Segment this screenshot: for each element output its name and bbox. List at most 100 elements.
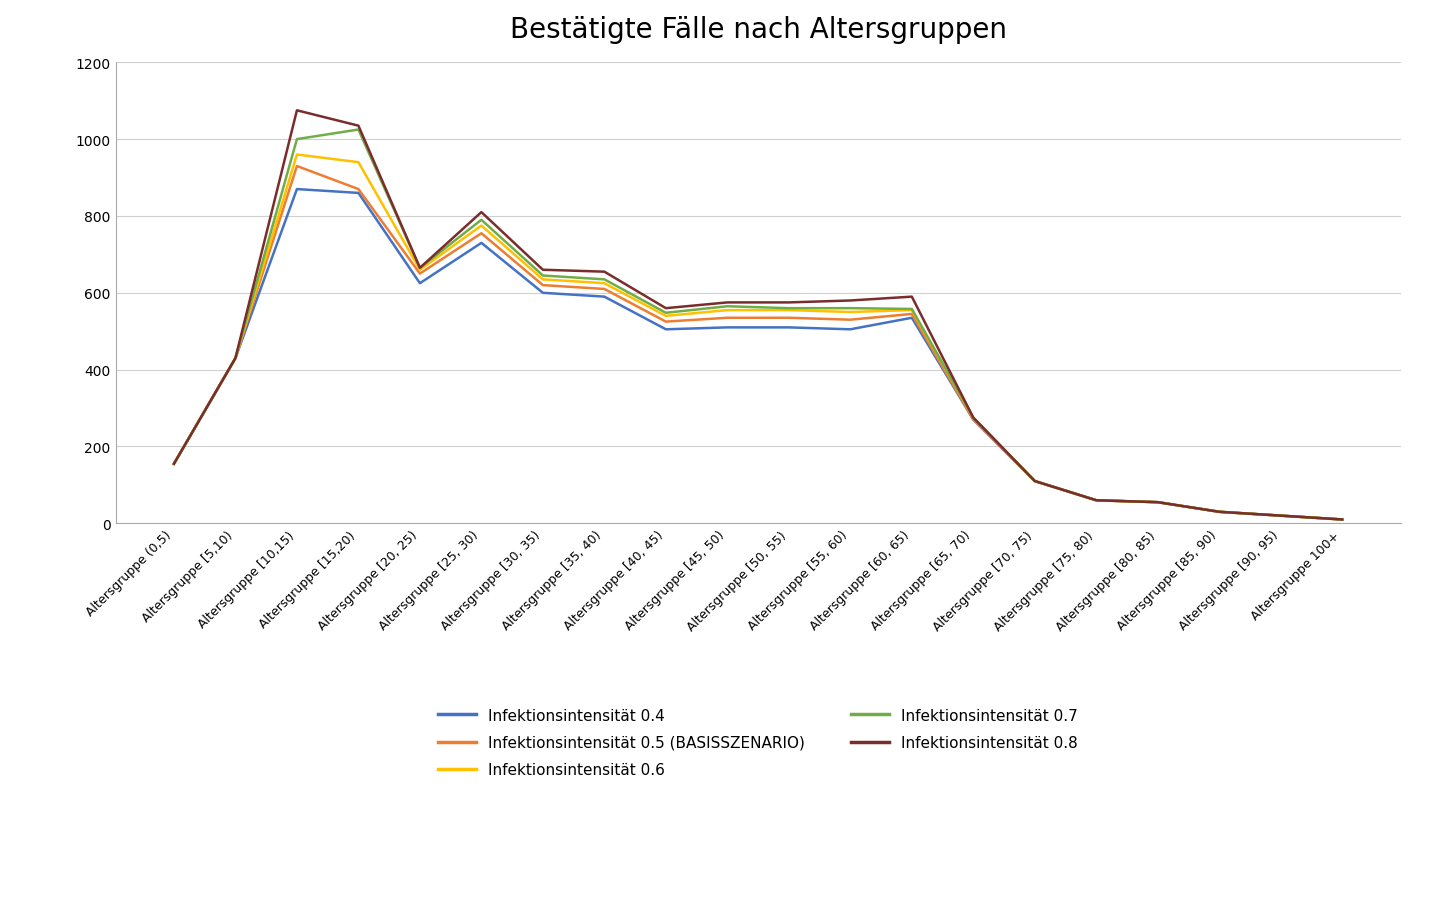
Infektionsintensität 0.8 [902,292,920,303]
Infektionsintensität 0.7 [1210,507,1227,517]
Infektionsintensität 0.6 [165,459,182,470]
Infektionsintensität 0.5 (BASISSZENARIO) [412,269,429,280]
Infektionsintensität 0.8 [1210,507,1227,517]
Infektionsintensität 0.6 [534,275,552,285]
Infektionsintensität 0.4 [965,414,982,425]
Infektionsintensität 0.4 [1027,476,1044,487]
Infektionsintensität 0.8 [349,121,367,132]
Infektionsintensität 0.8 [472,208,490,219]
Infektionsintensität 0.8 [289,106,306,116]
Infektionsintensität 0.4 [534,288,552,299]
Infektionsintensität 0.8 [165,459,182,470]
Infektionsintensität 0.6 [657,311,674,322]
Infektionsintensität 0.5 (BASISSZENARIO) [1210,507,1227,517]
Infektionsintensität 0.7 [596,275,614,285]
Infektionsintensität 0.6 [1334,515,1352,526]
Infektionsintensität 0.8 [965,413,982,424]
Infektionsintensität 0.5 (BASISSZENARIO) [227,353,244,364]
Infektionsintensität 0.8 [1027,476,1044,487]
Infektionsintensität 0.4 [780,322,797,333]
Infektionsintensität 0.7 [534,271,552,282]
Infektionsintensität 0.5 (BASISSZENARIO) [842,315,859,326]
Infektionsintensität 0.6 [965,413,982,424]
Infektionsintensität 0.8 [534,265,552,275]
Infektionsintensität 0.4 [596,292,614,303]
Infektionsintensität 0.4 [902,313,920,324]
Infektionsintensität 0.4 [1210,507,1227,517]
Infektionsintensität 0.4 [1087,495,1105,506]
Infektionsintensität 0.5 (BASISSZENARIO) [289,162,306,172]
Line: Infektionsintensität 0.4: Infektionsintensität 0.4 [173,190,1343,520]
Infektionsintensität 0.8 [780,298,797,309]
Infektionsintensität 0.6 [289,150,306,161]
Infektionsintensität 0.8 [1087,495,1105,506]
Infektionsintensität 0.4 [227,353,244,364]
Infektionsintensität 0.7 [1087,495,1105,506]
Infektionsintensität 0.5 (BASISSZENARIO) [657,317,674,328]
Infektionsintensität 0.4 [412,278,429,289]
Infektionsintensität 0.7 [227,353,244,364]
Infektionsintensität 0.6 [349,157,367,168]
Infektionsintensität 0.7 [349,125,367,135]
Infektionsintensität 0.6 [596,278,614,289]
Infektionsintensität 0.5 (BASISSZENARIO) [719,313,736,324]
Infektionsintensität 0.4 [842,324,859,335]
Infektionsintensität 0.7 [965,413,982,424]
Infektionsintensität 0.7 [842,303,859,314]
Infektionsintensität 0.6 [1149,498,1167,508]
Infektionsintensität 0.8 [596,267,614,278]
Infektionsintensität 0.5 (BASISSZENARIO) [1149,498,1167,508]
Infektionsintensität 0.4 [1149,498,1167,508]
Infektionsintensität 0.8 [657,303,674,314]
Infektionsintensität 0.6 [1027,476,1044,487]
Infektionsintensität 0.5 (BASISSZENARIO) [1334,515,1352,526]
Infektionsintensität 0.8 [412,263,429,274]
Infektionsintensität 0.4 [289,184,306,195]
Title: Bestätigte Fälle nach Altersgruppen: Bestätigte Fälle nach Altersgruppen [510,16,1006,44]
Infektionsintensität 0.8 [842,295,859,306]
Infektionsintensität 0.5 (BASISSZENARIO) [165,459,182,470]
Infektionsintensität 0.7 [165,459,182,470]
Infektionsintensität 0.7 [657,308,674,319]
Infektionsintensität 0.6 [472,221,490,232]
Infektionsintensität 0.5 (BASISSZENARIO) [596,284,614,295]
Legend: Infektionsintensität 0.4, Infektionsintensität 0.5 (BASISSZENARIO), Infektionsin: Infektionsintensität 0.4, Infektionsinte… [432,702,1084,783]
Infektionsintensität 0.5 (BASISSZENARIO) [780,313,797,324]
Infektionsintensität 0.7 [1272,510,1289,521]
Infektionsintensität 0.7 [1027,476,1044,487]
Infektionsintensität 0.5 (BASISSZENARIO) [965,414,982,425]
Infektionsintensität 0.7 [719,302,736,312]
Infektionsintensität 0.5 (BASISSZENARIO) [349,184,367,195]
Infektionsintensität 0.6 [902,305,920,316]
Infektionsintensität 0.6 [1272,510,1289,521]
Infektionsintensität 0.5 (BASISSZENARIO) [902,309,920,320]
Line: Infektionsintensität 0.7: Infektionsintensität 0.7 [173,130,1343,520]
Infektionsintensität 0.6 [1210,507,1227,517]
Line: Infektionsintensität 0.5 (BASISSZENARIO): Infektionsintensität 0.5 (BASISSZENARIO) [173,167,1343,520]
Line: Infektionsintensität 0.8: Infektionsintensität 0.8 [173,111,1343,520]
Infektionsintensität 0.8 [1149,498,1167,508]
Infektionsintensität 0.6 [412,265,429,275]
Infektionsintensität 0.6 [780,305,797,316]
Infektionsintensität 0.6 [719,305,736,316]
Infektionsintensität 0.5 (BASISSZENARIO) [534,280,552,291]
Infektionsintensität 0.4 [719,322,736,333]
Infektionsintensität 0.8 [1334,515,1352,526]
Infektionsintensität 0.8 [227,353,244,364]
Infektionsintensität 0.7 [472,215,490,226]
Infektionsintensität 0.8 [719,298,736,309]
Infektionsintensität 0.7 [780,303,797,314]
Infektionsintensität 0.7 [1334,515,1352,526]
Line: Infektionsintensität 0.6: Infektionsintensität 0.6 [173,155,1343,520]
Infektionsintensität 0.4 [1272,510,1289,521]
Infektionsintensität 0.6 [842,307,859,318]
Infektionsintensität 0.4 [657,324,674,335]
Infektionsintensität 0.7 [289,135,306,145]
Infektionsintensität 0.5 (BASISSZENARIO) [1087,495,1105,506]
Infektionsintensität 0.6 [1087,495,1105,506]
Infektionsintensität 0.4 [1334,515,1352,526]
Infektionsintensität 0.7 [1149,498,1167,508]
Infektionsintensität 0.5 (BASISSZENARIO) [1027,476,1044,487]
Infektionsintensität 0.7 [412,263,429,274]
Infektionsintensität 0.4 [349,189,367,200]
